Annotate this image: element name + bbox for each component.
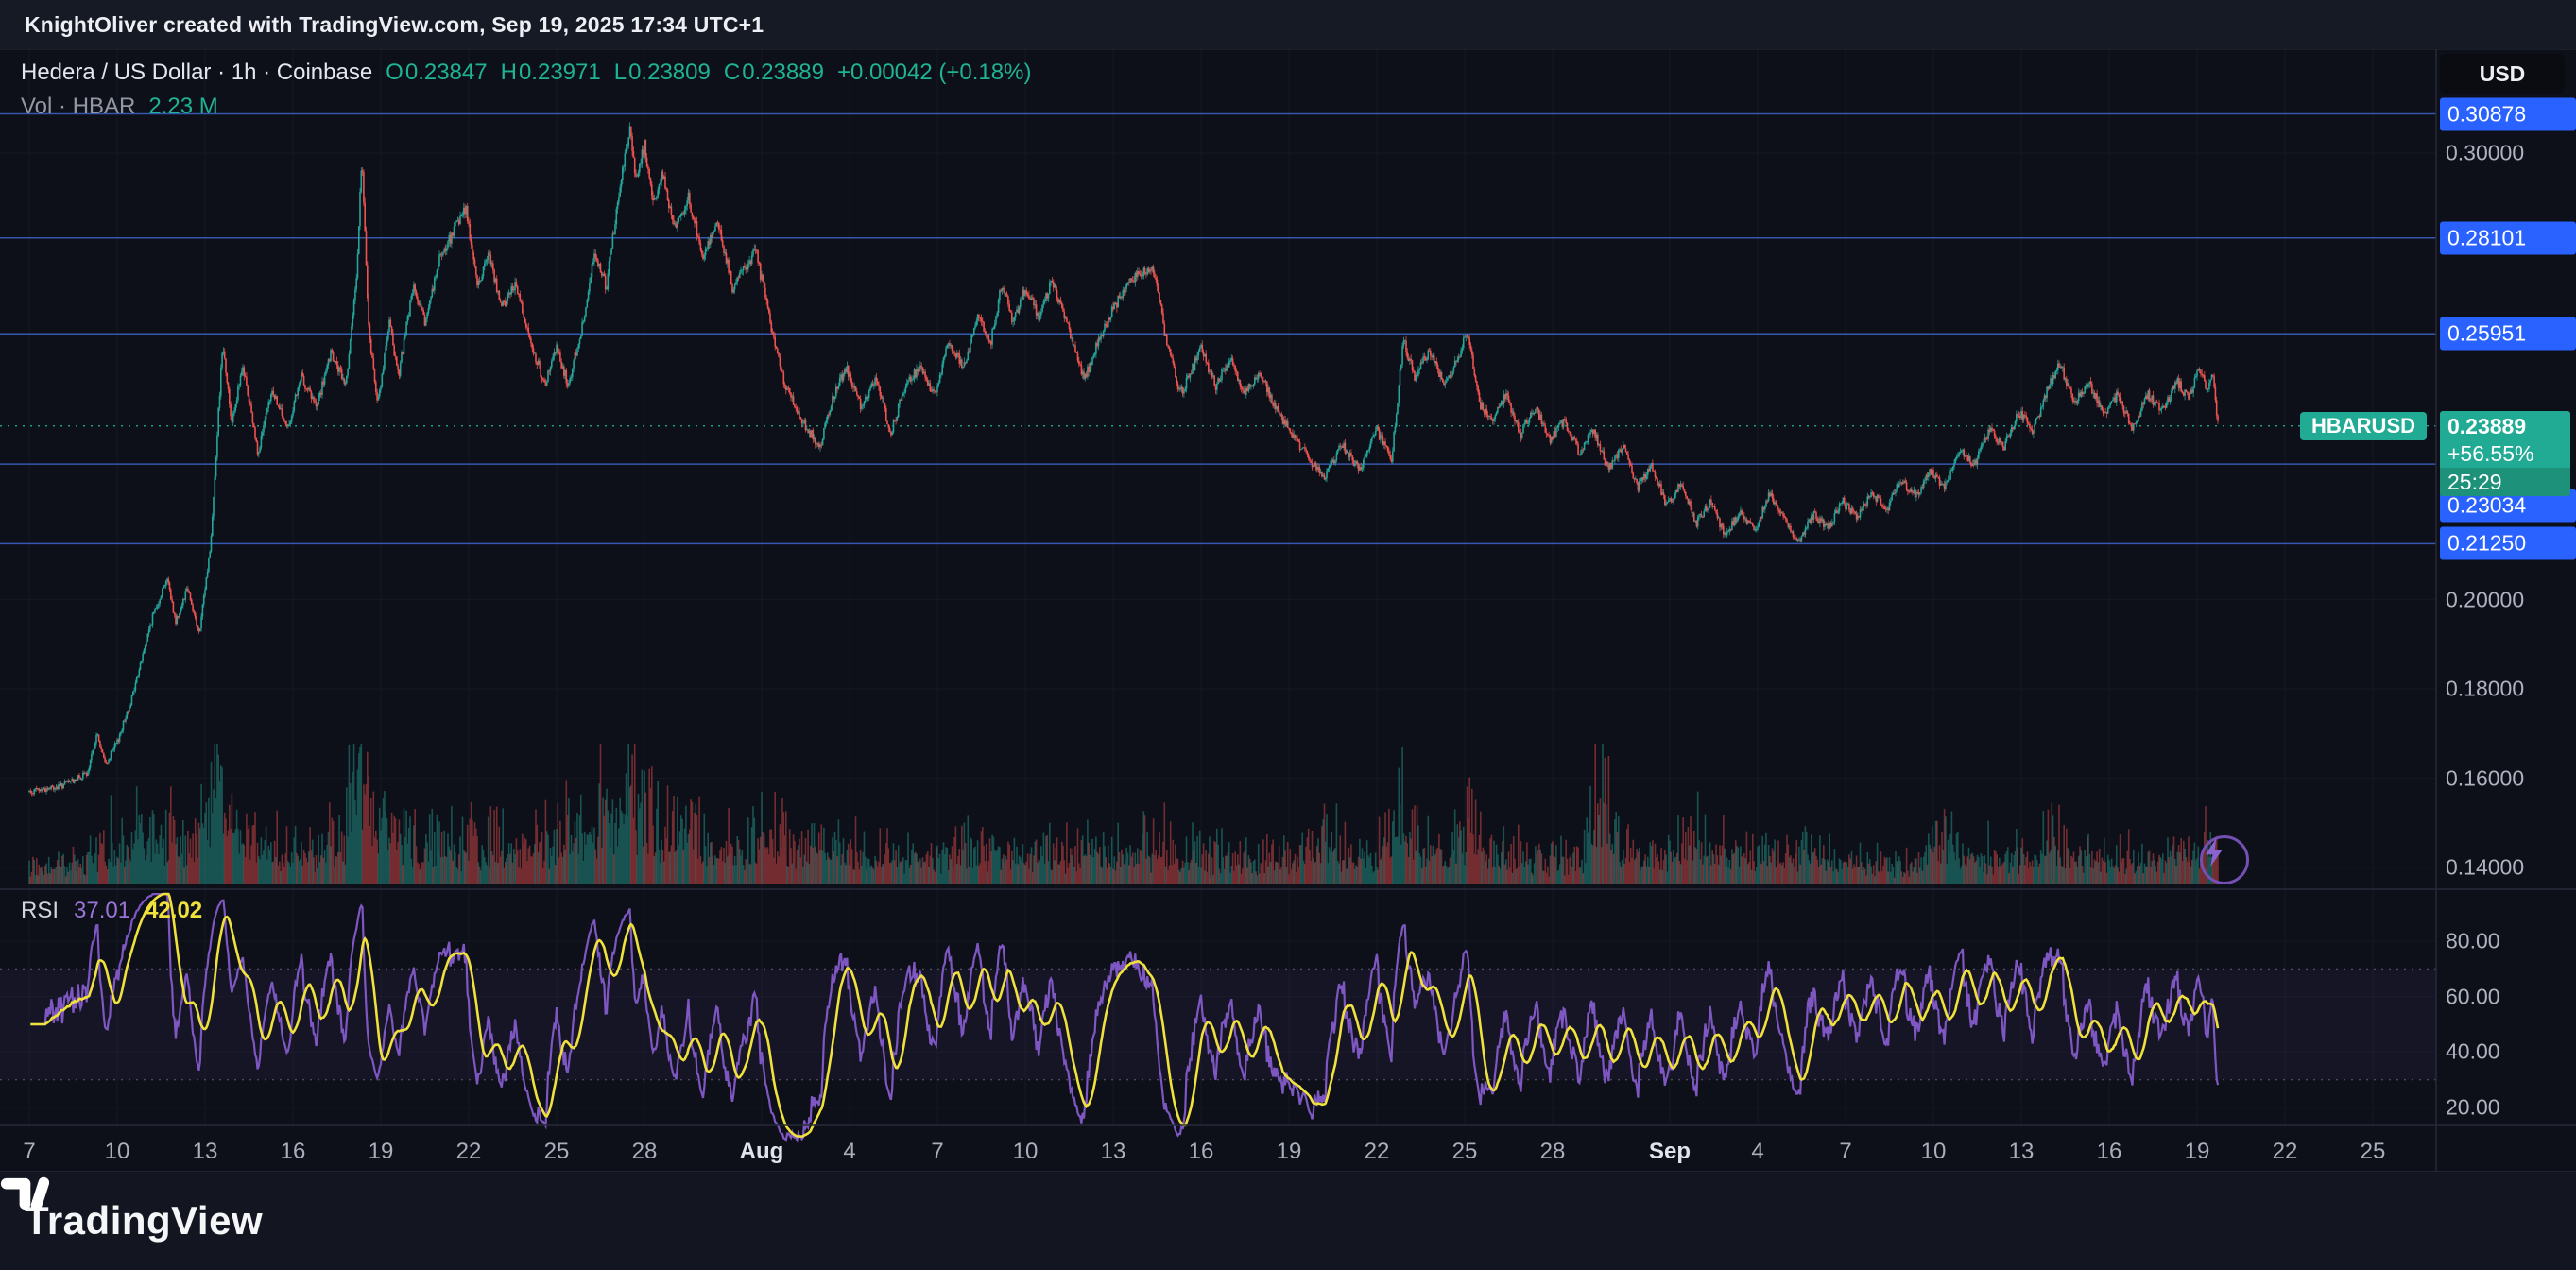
- change-percent-label: +56.55%: [2440, 441, 2570, 468]
- high-label: H: [500, 60, 517, 85]
- open-value: 0.23847: [404, 60, 488, 85]
- currency-toggle-button[interactable]: USD: [2440, 54, 2565, 94]
- footer-bar: TradingView: [0, 1172, 2576, 1270]
- close-value: 0.23889: [742, 60, 824, 85]
- boost-button[interactable]: [2200, 835, 2249, 884]
- open-label: O: [386, 60, 404, 85]
- price-axis[interactable]: [2436, 49, 2576, 1172]
- rsi-header: RSI 37.01 42.02: [21, 898, 202, 924]
- time-axis[interactable]: [0, 1125, 2576, 1172]
- attribution-text: KnightOliver created with TradingView.co…: [25, 11, 764, 37]
- rsi-label[interactable]: RSI: [21, 898, 60, 923]
- current-price-label: 0.23889: [2440, 411, 2570, 441]
- rsi-pane[interactable]: [0, 889, 2436, 1125]
- volume-value: 2.23 M: [148, 94, 218, 119]
- rsi-ma-value: 42.02: [146, 898, 203, 923]
- symbol-price-tag: HBARUSD: [2300, 412, 2427, 440]
- high-value: 0.23971: [518, 60, 601, 85]
- change-value: +0.00042 (+0.18%): [836, 60, 1032, 85]
- close-label: C: [723, 60, 741, 85]
- volume-label: Vol · HBAR: [21, 94, 136, 119]
- price-pane[interactable]: [0, 49, 2436, 889]
- attribution-bar: KnightOliver created with TradingView.co…: [0, 0, 2576, 49]
- volume-header: Vol · HBAR 2.23 M: [21, 94, 218, 120]
- low-label: L: [613, 60, 627, 85]
- ohlc-readout: O 0.23847 H 0.23971 L 0.23809 C 0.23889 +0.0…: [386, 60, 1031, 86]
- low-value: 0.23809: [628, 60, 711, 85]
- tradingview-wordmark[interactable]: TradingView: [25, 1198, 264, 1243]
- bar-countdown-label: 25:29: [2440, 468, 2570, 496]
- lightning-icon: [2206, 838, 2223, 867]
- tradingview-logo-icon[interactable]: [0, 1172, 49, 1215]
- symbol-header: Hedera / US Dollar · 1h · Coinbase O 0.23…: [21, 60, 1031, 86]
- rsi-value: 37.01: [74, 898, 131, 923]
- symbol-title[interactable]: Hedera / US Dollar · 1h · Coinbase: [21, 60, 373, 85]
- current-price-axis-cluster: 0.23889 +56.55% 25:29: [2440, 411, 2570, 496]
- currency-label: USD: [2479, 60, 2526, 86]
